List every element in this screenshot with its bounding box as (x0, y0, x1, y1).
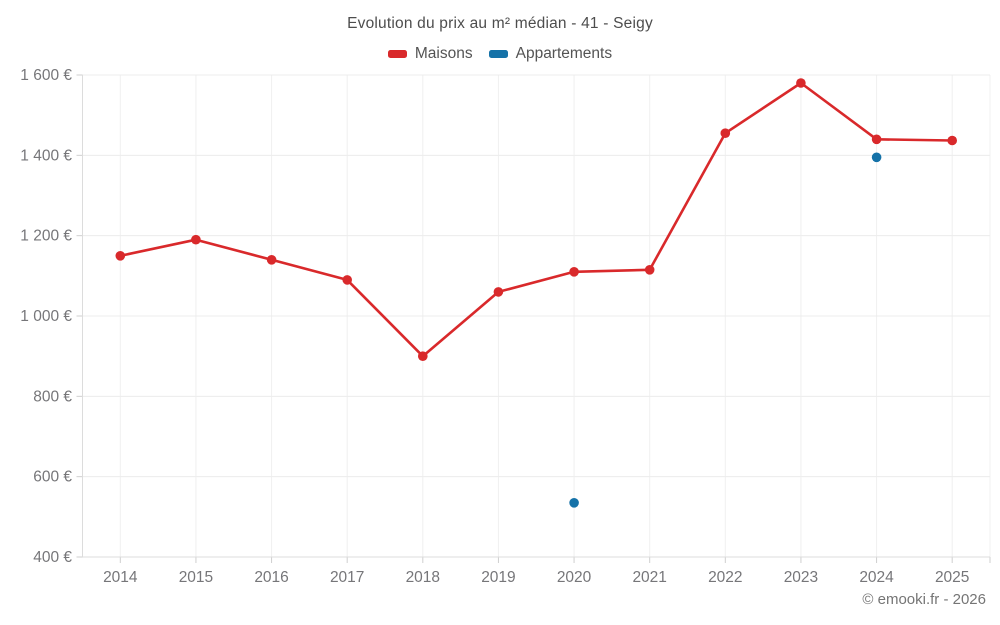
legend-item-appartements[interactable]: Appartements (488, 45, 613, 63)
data-point-maisons (342, 275, 353, 285)
data-point-maisons (493, 287, 504, 297)
x-axis-label: 2017 (330, 569, 364, 586)
legend-label-appartements: Appartements (515, 45, 613, 62)
y-axis-label: 400 € (33, 549, 72, 566)
y-axis-label: 1 000 € (20, 308, 72, 325)
copyright-credit: © emooki.fr - 2026 (862, 591, 986, 608)
x-axis-label: 2018 (406, 569, 440, 586)
data-point-appartements (871, 152, 882, 163)
data-point-maisons (266, 255, 277, 265)
x-axis-label: 2022 (708, 569, 742, 586)
x-axis-label: 2019 (481, 569, 515, 586)
x-axis-label: 2023 (784, 569, 818, 586)
x-axis-label: 2016 (254, 569, 288, 586)
data-point-maisons (947, 135, 957, 146)
x-axis-label: 2014 (103, 569, 138, 586)
y-axis-label: 800 € (33, 388, 72, 405)
x-axis-label: 2015 (179, 569, 213, 586)
appartements-series-swatch-icon (488, 50, 508, 58)
y-axis-label: 1 400 € (20, 147, 72, 164)
data-point-maisons (115, 251, 126, 261)
y-axis-label: 1 200 € (20, 228, 72, 245)
chart-title: Evolution du prix au m² médian - 41 - Se… (347, 15, 653, 32)
maisons-series-swatch-icon (387, 50, 407, 58)
data-point-maisons (569, 267, 579, 277)
data-point-maisons (191, 234, 201, 245)
data-point-maisons (796, 78, 806, 88)
data-point-maisons (871, 134, 882, 145)
data-point-maisons (720, 128, 731, 138)
data-point-maisons (418, 351, 428, 362)
price-evolution-line-chart: 400 € 600 € 800 € 1 000 € 1 200 € 1 400 € 1 60… (20, 67, 991, 586)
series-line-maisons (119, 81, 954, 358)
x-axis-label: 2024 (859, 569, 894, 586)
data-point-maisons (644, 265, 655, 275)
chart-legend: Maisons Appartements (0, 45, 1000, 63)
legend-item-maisons[interactable]: Maisons (387, 45, 473, 63)
legend-label-maisons: Maisons (414, 45, 473, 62)
y-axis-label: 600 € (33, 469, 72, 486)
y-axis-label: 1 600 € (20, 67, 72, 84)
data-point-appartements (569, 498, 579, 508)
x-axis-label: 2025 (935, 569, 969, 586)
x-axis-label: 2020 (557, 569, 592, 586)
x-axis-label: 2021 (632, 569, 666, 586)
